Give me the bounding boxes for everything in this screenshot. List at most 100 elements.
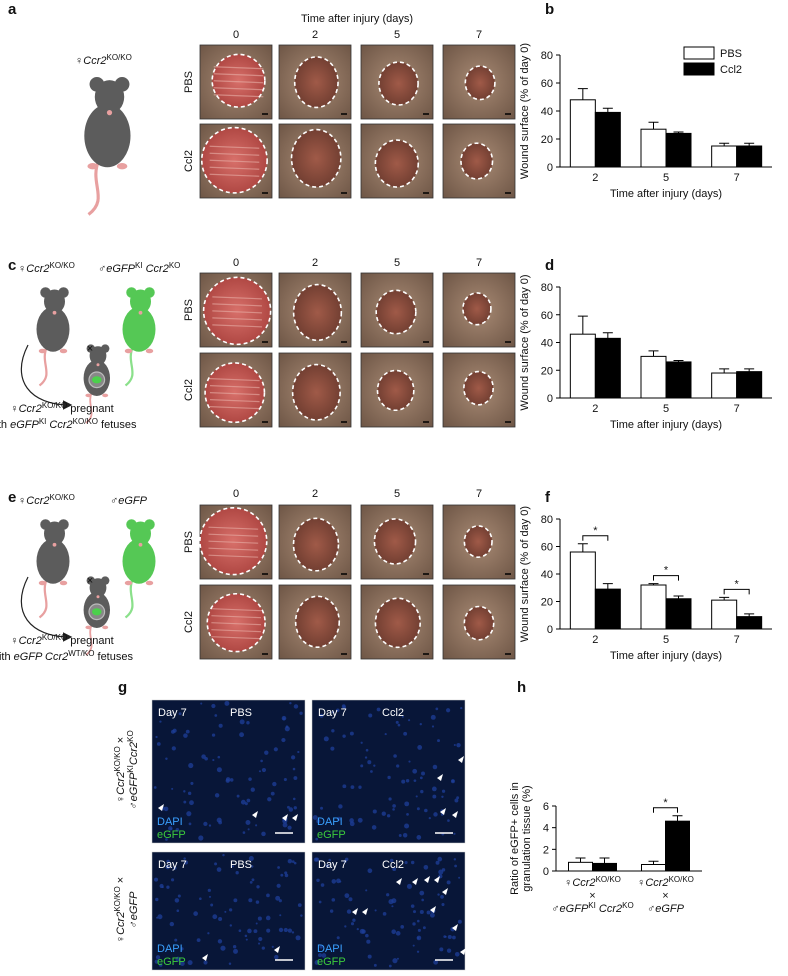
nucleus — [331, 710, 335, 714]
cell-arrowhead — [412, 878, 418, 885]
y-tick-label: 60 — [541, 542, 553, 554]
nucleus — [204, 756, 208, 761]
genotype-label: ♀Ccr2KO/KO × — [113, 877, 128, 943]
cell-arrowhead — [437, 774, 443, 781]
genotype-label: ♂eGFPKICcr2KO — [126, 730, 141, 809]
cell-arrowhead — [158, 804, 164, 811]
mouse-ear — [126, 287, 137, 298]
nucleus — [444, 935, 447, 938]
nucleus — [212, 758, 215, 762]
panel-letter: a — [8, 1, 17, 18]
nucleus — [412, 922, 416, 926]
text-segment: KO/KO — [73, 417, 98, 426]
mouse-icon — [122, 519, 156, 619]
text-segment: ♂ — [98, 263, 106, 275]
wound-outline — [206, 592, 266, 653]
text-segment: Ccr2 — [596, 903, 622, 915]
nucleus — [159, 720, 162, 723]
row-label: PBS — [183, 531, 195, 553]
nucleus — [171, 787, 174, 790]
wound-area — [460, 143, 493, 179]
mouse-ear — [144, 519, 155, 530]
skin-stripe — [209, 392, 260, 396]
genotype-label: ♀Ccr2KO/KO — [18, 261, 75, 276]
wound-area — [294, 56, 339, 108]
bar — [665, 598, 692, 630]
mouse-icon — [84, 76, 131, 216]
nucleus — [316, 819, 321, 824]
mouse-nose — [138, 542, 143, 547]
nucleus — [454, 864, 457, 868]
text-segment: KO/KO — [596, 875, 621, 884]
treatment-label: PBS — [230, 859, 252, 871]
wound-area — [375, 598, 421, 648]
nucleus — [183, 790, 186, 793]
nucleus — [417, 745, 423, 750]
bar — [640, 128, 667, 168]
nucleus — [251, 878, 255, 882]
wound-outline — [374, 597, 421, 649]
nucleus — [250, 787, 255, 792]
bar — [568, 861, 593, 872]
nucleus — [248, 898, 253, 903]
cell-arrowhead — [292, 814, 298, 821]
nucleus — [330, 746, 335, 751]
mouse-foot — [102, 393, 109, 398]
nucleus — [208, 895, 212, 898]
error-bar — [648, 350, 659, 357]
nucleus — [166, 885, 170, 889]
nucleus — [203, 821, 208, 827]
nucleus — [359, 928, 365, 934]
nucleus — [372, 809, 377, 814]
y-tick-label: 80 — [541, 50, 553, 62]
text-segment: Ccr2 — [83, 55, 106, 67]
day-header: 5 — [394, 488, 400, 500]
nucleus — [405, 779, 410, 783]
caption-line: with eGFPKI Ccr2KO/KO fetuses — [0, 417, 137, 432]
nucleus — [278, 899, 282, 903]
nucleus — [318, 900, 322, 904]
nucleus — [180, 947, 184, 951]
stain-label: eGFP — [317, 956, 346, 968]
nucleus — [156, 916, 159, 919]
nucleus — [199, 897, 202, 901]
nucleus — [283, 927, 288, 933]
stain-label: DAPI — [317, 943, 343, 955]
error-bar — [672, 815, 683, 822]
x-axis-label: Time after injury (days) — [610, 188, 722, 200]
text-segment: ♂ — [647, 903, 655, 915]
wound-outline — [292, 517, 340, 572]
text-segment: fetuses — [94, 651, 133, 663]
skin-stripe — [208, 526, 259, 530]
nucleus — [248, 856, 254, 862]
nucleus — [239, 719, 245, 725]
mouse-foot — [145, 348, 154, 354]
nucleus — [404, 801, 410, 807]
wound-area — [199, 507, 267, 575]
skin-stripe — [208, 547, 259, 551]
nucleus — [319, 945, 323, 949]
nucleus — [283, 777, 287, 782]
micrograph — [151, 699, 306, 844]
text-segment: eGFP — [106, 263, 135, 275]
nucleus — [281, 737, 286, 743]
x-axis-label: Time after injury (days) — [610, 419, 722, 431]
nucleus — [416, 807, 420, 811]
text-segment: KO/KO — [669, 875, 694, 884]
mouse-body — [122, 538, 156, 584]
nucleus — [273, 747, 278, 752]
nucleus — [240, 799, 246, 805]
mouse-ear — [126, 519, 137, 530]
nucleus — [176, 909, 180, 913]
nucleus — [245, 938, 248, 941]
nucleus — [433, 812, 438, 817]
day-header: 5 — [394, 29, 400, 41]
text-segment: Ccr2 — [572, 877, 595, 889]
day-label: Day 7 — [318, 859, 347, 871]
text-segment: ♀ — [115, 795, 127, 803]
day-header: 2 — [312, 257, 318, 269]
nucleus — [198, 835, 204, 841]
x-tick-label: ♀Ccr2KO/KO — [564, 875, 621, 890]
nucleus — [419, 722, 422, 726]
